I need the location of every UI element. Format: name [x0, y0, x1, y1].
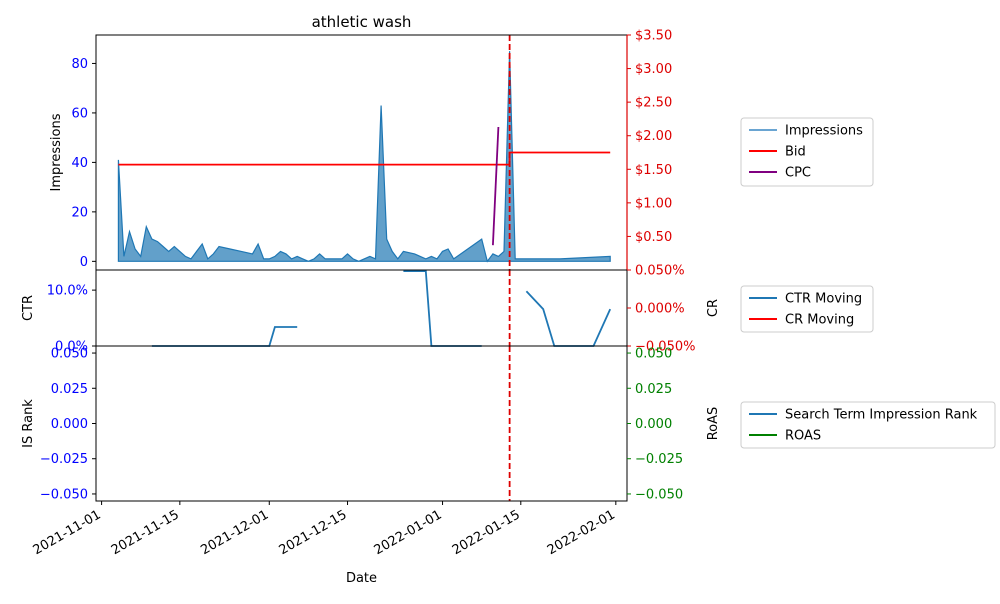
legend-box: [740, 117, 874, 187]
x-tick-label: 2022-01-15: [450, 507, 523, 558]
legend: Impressions Bid CPC: [740, 117, 874, 187]
series-area-impressions: [117, 51, 611, 263]
x-tick-label: 2021-11-01: [31, 507, 104, 558]
series-line-ctr-moving: [151, 326, 298, 347]
y-left-tick-label: 60: [71, 106, 88, 121]
chart-title: athletic wash: [312, 13, 412, 31]
panel-1: 0 20 40 60 80 $0.50 $1.00 $1.50 $2.00 $2.50 $3.00 $…: [49, 29, 874, 271]
y-right-tick-label: $1.50: [635, 163, 672, 178]
series-line-cpc: [492, 126, 500, 246]
legend-label: Impressions: [785, 124, 863, 139]
legend-label: ROAS: [785, 429, 821, 444]
legend-label: CR Moving: [785, 313, 854, 328]
x-tick-label: 2021-11-15: [109, 507, 182, 558]
x-axis-label: Date: [346, 571, 377, 586]
y-right-tick-label: $1.00: [635, 196, 672, 211]
y-left-tick-label: −0.050: [40, 487, 88, 502]
y-left-tick-label: 0.0%: [55, 340, 88, 355]
y-right-tick-label: 0.025: [635, 382, 672, 397]
legend: Search Term Impression Rank ROAS: [740, 401, 996, 449]
y-left-tick-label: 0.000: [51, 417, 88, 432]
y-right-tick-label: $3.50: [635, 29, 672, 44]
panel-2: 0.0% 10.0% −0.050% 0.000% 0.050% CTR CR CTR Mov…: [21, 264, 874, 355]
y-left-tick-label: 0: [80, 255, 88, 270]
y-right-tick-label: 0.050%: [635, 264, 685, 279]
y-right-tick-label: $2.50: [635, 96, 672, 111]
y-right-tick-label: −0.050: [635, 487, 683, 502]
y-right-tick-label: −0.050%: [635, 340, 695, 355]
y-right-tick-label: −0.025: [635, 452, 683, 467]
legend-box: [740, 401, 996, 449]
y-left-tick-label: 10.0%: [47, 284, 88, 299]
y-right-tick-label: $3.00: [635, 62, 672, 77]
y-left-axis-label: IS Rank: [21, 399, 36, 448]
legend-label: CPC: [785, 166, 811, 181]
legend-label: Search Term Impression Rank: [785, 408, 978, 423]
series-line-ctr-moving: [525, 290, 612, 347]
y-right-axis-label: CR: [706, 299, 721, 317]
legend-label: Bid: [785, 145, 806, 160]
y-left-tick-label: 80: [71, 57, 88, 72]
y-left-tick-label: 0.025: [51, 382, 88, 397]
panel-frame: [95, 269, 628, 347]
x-tick-label: 2021-12-15: [277, 507, 350, 558]
y-left-tick-label: −0.025: [40, 452, 88, 467]
y-right-axis-label: RoAS: [706, 407, 721, 441]
y-right-tick-label: 0.000%: [635, 302, 685, 317]
x-tick-label: 2021-12-01: [198, 507, 271, 558]
y-right-tick-label: 0.050: [635, 347, 672, 362]
panel-3: −0.050 −0.025 0.000 0.025 0.050 −0.050 −0.025 0…: [21, 345, 996, 502]
y-left-axis-label: Impressions: [49, 113, 64, 191]
y-right-tick-label: 0.000: [635, 417, 672, 432]
legend: CTR Moving CR Moving: [740, 285, 874, 333]
legend-label: CTR Moving: [785, 292, 862, 307]
plot-layer: 0 20 40 60 80 $0.50 $1.00 $1.50 $2.00 $2.50 $3.00 $…: [21, 29, 996, 558]
x-tick-label: 2022-02-01: [545, 507, 618, 558]
panel-frame: [95, 345, 628, 502]
y-left-axis-label: CTR: [21, 295, 36, 321]
y-left-tick-label: 40: [71, 156, 88, 171]
y-right-tick-label: $2.00: [635, 129, 672, 144]
series-line-ctr-moving: [403, 270, 482, 347]
y-right-tick-label: $0.50: [635, 230, 672, 245]
y-left-tick-label: 0.050: [51, 347, 88, 362]
y-left-tick-label: 20: [71, 205, 88, 220]
x-tick-label: 2022-01-01: [372, 507, 445, 558]
series-line-bid: [118, 151, 611, 166]
